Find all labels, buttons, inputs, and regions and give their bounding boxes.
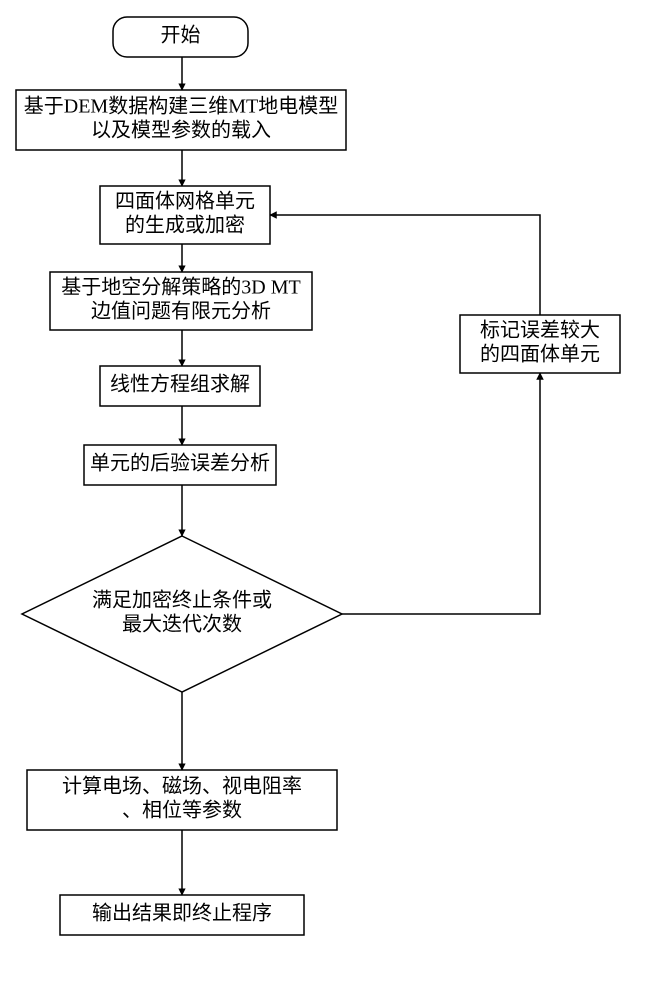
node-n6: 计算电场、磁场、视电阻率、相位等参数 [27, 770, 337, 830]
node-n3-line0: 基于地空分解策略的3D MT [61, 276, 300, 299]
node-n7: 输出结果即终止程序 [60, 895, 304, 935]
node-dec-line1: 最大迭代次数 [122, 613, 242, 636]
flowchart-canvas: 开始基于DEM数据构建三维MT地电模型以及模型参数的载入四面体网格单元的生成或加… [0, 0, 657, 1000]
node-n6-line1: 、相位等参数 [122, 799, 242, 822]
node-n3: 基于地空分解策略的3D MT边值问题有限元分析 [50, 272, 312, 330]
node-n4-line0: 线性方程组求解 [110, 373, 250, 396]
node-n1-line0: 基于DEM数据构建三维MT地电模型 [24, 95, 338, 118]
node-n5: 单元的后验误差分析 [84, 445, 276, 485]
node-mark-line1: 的四面体单元 [480, 343, 600, 366]
node-n2-line1: 的生成或加密 [125, 214, 245, 237]
node-start-line0: 开始 [161, 24, 201, 47]
node-mark: 标记误差较大的四面体单元 [460, 315, 620, 373]
node-n3-line1: 边值问题有限元分析 [91, 300, 271, 323]
node-n1: 基于DEM数据构建三维MT地电模型以及模型参数的载入 [16, 90, 346, 150]
node-n4: 线性方程组求解 [100, 366, 260, 406]
node-start: 开始 [113, 17, 248, 57]
node-n5-line0: 单元的后验误差分析 [90, 452, 270, 475]
node-dec: 满足加密终止条件或最大迭代次数 [22, 536, 342, 692]
edge-dec-mark [342, 373, 540, 614]
node-dec-line0: 满足加密终止条件或 [92, 589, 272, 612]
node-n7-line0: 输出结果即终止程序 [92, 902, 272, 925]
node-mark-line0: 标记误差较大 [480, 319, 600, 342]
node-n2: 四面体网格单元的生成或加密 [100, 186, 270, 244]
node-n1-line1: 以及模型参数的载入 [91, 119, 271, 142]
node-n6-line0: 计算电场、磁场、视电阻率 [62, 775, 302, 798]
node-n2-line0: 四面体网格单元 [115, 190, 255, 213]
